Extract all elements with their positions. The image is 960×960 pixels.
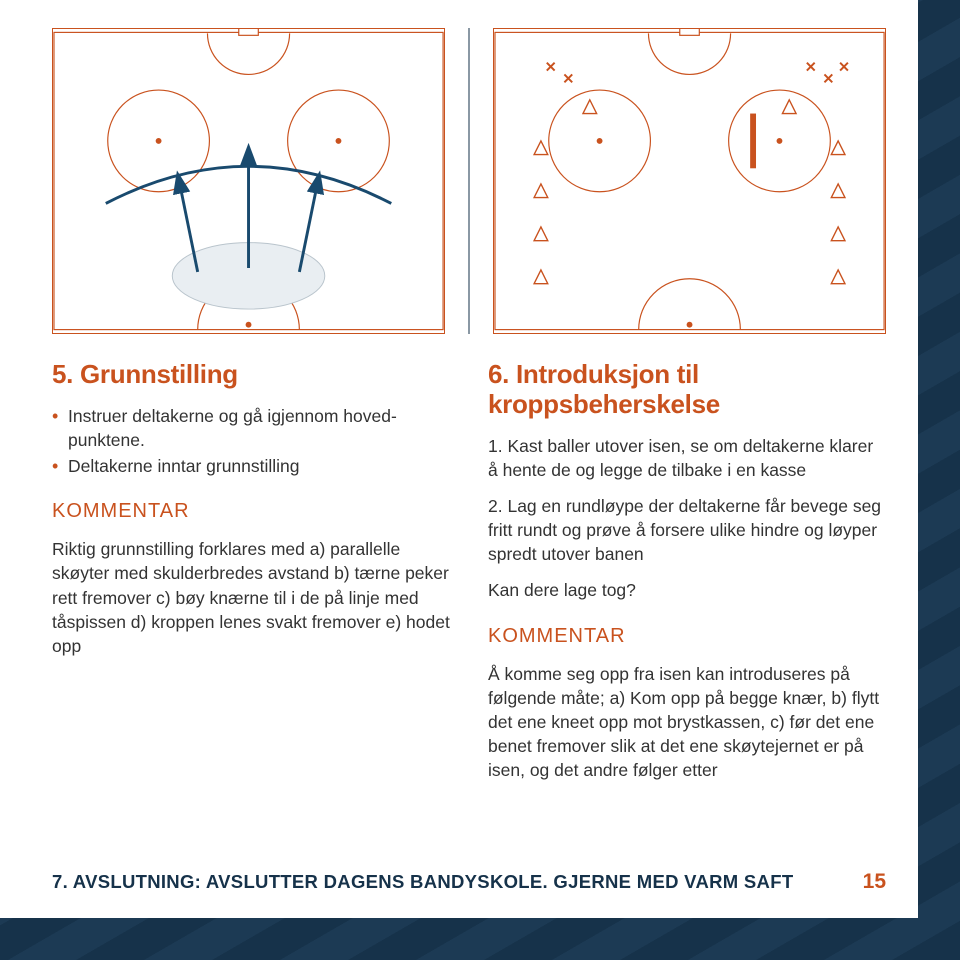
section-5-title: 5. Grunnstilling [52, 360, 450, 390]
bullet-item: Instruer deltakerne og gå igjennom hoved… [52, 404, 450, 452]
kommentar-heading: KOMMENTAR [488, 625, 886, 648]
left-column: 5. Grunnstilling Instruer deltakerne og … [52, 360, 460, 794]
section-6-title: 6. Introduksjon til kroppsbeherskelse [488, 360, 886, 420]
bullet-item: Deltakerne inntar grunnstilling [52, 454, 450, 478]
page-footer: 7. AVSLUTNING: AVSLUTTER DAGENS BANDYSKO… [52, 870, 886, 894]
step-1: 1. Kast baller utover isen, se om deltak… [488, 434, 886, 482]
diagrams-row [52, 28, 886, 334]
section-5-bullets: Instruer deltakerne og gå igjennom hoved… [52, 404, 450, 478]
rink-diagram-right [493, 28, 886, 334]
step-2: 2. Lag en rundløype der deltakerne får b… [488, 494, 886, 566]
kommentar-heading: KOMMENTAR [52, 500, 450, 523]
stick-icon [750, 114, 756, 169]
kommentar-body: Riktig grunnstilling forklares med a) pa… [52, 537, 450, 658]
kommentar-body: Å komme seg opp fra isen kan introdusere… [488, 662, 886, 783]
page-card: 5. Grunnstilling Instruer deltakerne og … [0, 0, 918, 918]
cone-icon [534, 141, 548, 155]
diagram-divider [465, 28, 473, 334]
page-number: 15 [863, 870, 886, 894]
footer-text: 7. AVSLUTNING: AVSLUTTER DAGENS BANDYSKO… [52, 871, 793, 893]
rink-diagram-left [52, 28, 445, 334]
question-line: Kan dere lage tog? [488, 578, 886, 602]
text-columns: 5. Grunnstilling Instruer deltakerne og … [52, 360, 886, 794]
right-column: 6. Introduksjon til kroppsbeherskelse 1.… [488, 360, 886, 794]
